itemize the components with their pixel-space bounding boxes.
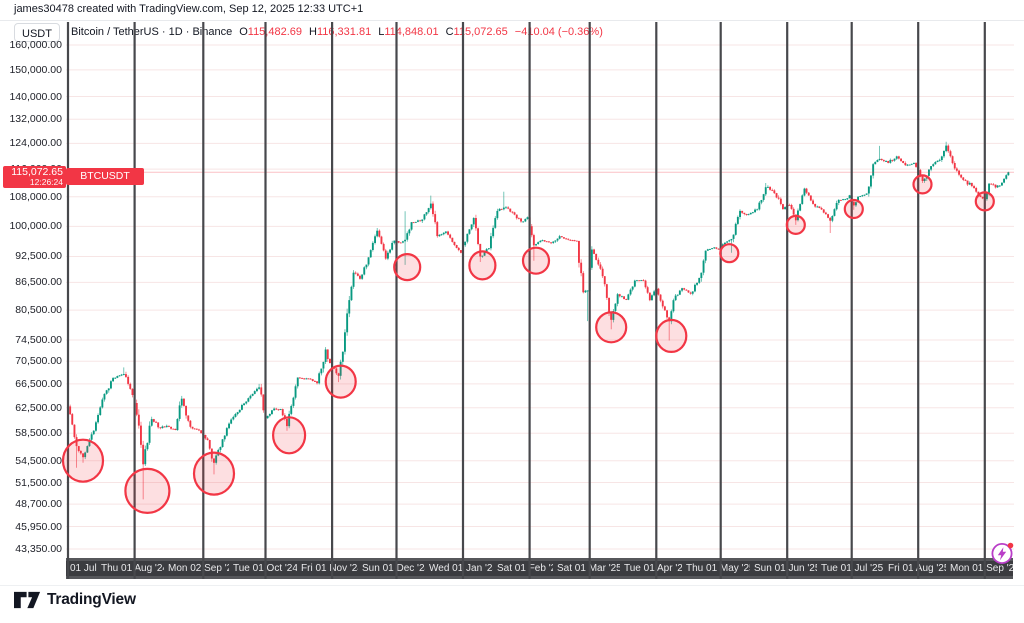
price-tick-label: 100,000.00 bbox=[9, 220, 62, 232]
currency-unit-button[interactable]: USDT bbox=[14, 23, 60, 42]
price-change: −410.04 (−0.36%) bbox=[514, 26, 603, 38]
header-divider bbox=[0, 20, 1024, 21]
price-tick-label: 74,500.00 bbox=[15, 334, 62, 346]
time-axis-label: Thu 01 Aug '24 bbox=[97, 561, 172, 576]
price-axis[interactable]: 160,000.00 150,000.00 140,000.00 132,000.00… bbox=[0, 22, 66, 578]
price-tick-label: 160,000.00 bbox=[9, 39, 62, 51]
price-tick-label: 48,700.00 bbox=[15, 498, 62, 510]
price-tick-label: 92,500.00 bbox=[15, 250, 62, 262]
footer-divider bbox=[0, 585, 1024, 586]
price-tick-label: 132,000.00 bbox=[9, 113, 62, 125]
time-axis-label: Mon 01 Sep '25 bbox=[946, 561, 1013, 576]
price-tick-label: 45,950.00 bbox=[15, 521, 62, 533]
price-tick-label: 124,000.00 bbox=[9, 137, 62, 149]
tradingview-wordmark: TradingView bbox=[47, 591, 136, 608]
ohlc-high: H116,331.81 bbox=[309, 26, 372, 38]
price-tick-label: 140,000.00 bbox=[9, 91, 62, 103]
tradingview-logo[interactable]: TradingView bbox=[14, 590, 136, 610]
time-axis-label: Sun 01 Dec '24 bbox=[358, 561, 435, 576]
ohlc-close: C115,072.65 bbox=[445, 26, 508, 38]
bar-countdown: 12:26:24 bbox=[29, 177, 63, 187]
price-tick-label: 58,500.00 bbox=[15, 427, 62, 439]
time-axis-label: Wed 01 Jan '25 bbox=[425, 561, 502, 576]
flash-publish-icon[interactable] bbox=[990, 540, 1016, 566]
time-axis-label: Fri 01 Aug '25 bbox=[884, 561, 954, 576]
price-tick-label: 150,000.00 bbox=[9, 64, 62, 76]
symbol-legend: Bitcoin / TetherUS · 1D · Binance O115,48… bbox=[71, 26, 603, 38]
lightning-bolt-icon bbox=[997, 547, 1007, 561]
price-tick-label: 80,500.00 bbox=[15, 304, 62, 316]
price-tick-label: 54,500.00 bbox=[15, 455, 62, 467]
time-axis-label: Tue 01 Jul '25 bbox=[817, 561, 888, 576]
attribution-text: james30478 created with TradingView.com,… bbox=[14, 3, 364, 15]
symbol-badge: BTCUSDT bbox=[66, 168, 144, 185]
price-tick-label: 43,350.00 bbox=[15, 543, 62, 555]
time-axis-label: Thu 01 May '25 bbox=[682, 561, 759, 576]
time-axis-label: Fri 01 Nov '24 bbox=[297, 561, 367, 576]
price-tick-label: 70,500.00 bbox=[15, 355, 62, 367]
notification-dot bbox=[1007, 542, 1014, 549]
chart-pane[interactable] bbox=[66, 22, 1014, 558]
time-axis-label: Tue 01 Oct '24 bbox=[229, 561, 302, 576]
price-tick-label: 86,500.00 bbox=[15, 276, 62, 288]
last-price-label: 115,072.65 12:26:24 bbox=[3, 166, 66, 188]
price-tick-label: 62,500.00 bbox=[15, 402, 62, 414]
time-axis-label: Sat 01 Mar '25 bbox=[553, 561, 626, 576]
symbol-description: Bitcoin / TetherUS · 1D · Binance bbox=[71, 26, 233, 38]
ohlc-low: L114,848.01 bbox=[378, 26, 439, 38]
ohlc-open: O115,482.69 bbox=[239, 26, 303, 38]
price-tick-label: 51,500.00 bbox=[15, 477, 62, 489]
time-axis[interactable]: 01 Jul '24 Thu 01 Aug '24 Mon 02 Sep '24 Tu… bbox=[66, 558, 1013, 579]
last-price-value: 115,072.65 bbox=[11, 166, 63, 178]
price-tick-label: 108,000.00 bbox=[9, 191, 62, 203]
time-axis-label: Sun 01 Jun '25 bbox=[750, 561, 825, 576]
tradingview-logo-mark bbox=[14, 591, 41, 609]
price-tick-label: 66,500.00 bbox=[15, 378, 62, 390]
